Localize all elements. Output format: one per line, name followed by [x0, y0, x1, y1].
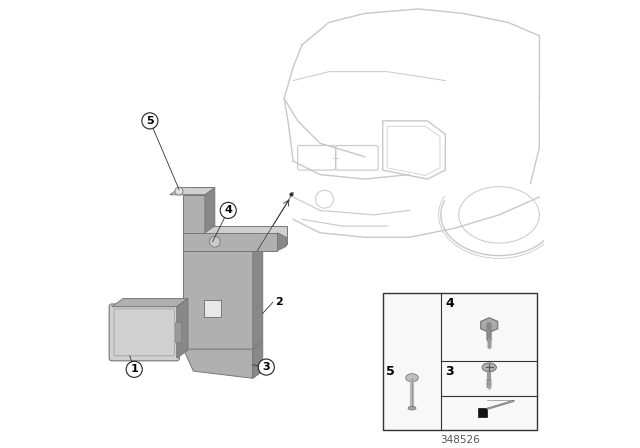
Text: 4: 4 [445, 297, 454, 310]
Ellipse shape [482, 363, 497, 372]
Polygon shape [112, 298, 188, 306]
Circle shape [126, 361, 142, 377]
Polygon shape [184, 233, 278, 251]
Polygon shape [170, 188, 215, 195]
Polygon shape [184, 251, 253, 349]
FancyBboxPatch shape [478, 408, 487, 417]
Text: 348526: 348526 [440, 435, 480, 445]
Polygon shape [487, 400, 514, 409]
Polygon shape [193, 226, 287, 244]
FancyBboxPatch shape [204, 300, 221, 317]
Circle shape [142, 113, 158, 129]
Text: 3: 3 [445, 365, 454, 378]
Ellipse shape [406, 374, 419, 382]
Polygon shape [177, 298, 188, 358]
FancyBboxPatch shape [175, 322, 180, 342]
Polygon shape [184, 349, 253, 378]
Polygon shape [253, 244, 262, 349]
Circle shape [258, 359, 275, 375]
Polygon shape [184, 244, 262, 251]
Polygon shape [253, 342, 262, 378]
Polygon shape [184, 188, 215, 195]
FancyBboxPatch shape [383, 293, 537, 430]
Text: 2: 2 [275, 297, 283, 307]
Text: 5: 5 [146, 116, 154, 126]
Polygon shape [278, 233, 287, 251]
Polygon shape [481, 318, 498, 332]
Text: 4: 4 [224, 205, 232, 215]
Text: 1: 1 [131, 364, 138, 375]
Text: 3: 3 [262, 362, 270, 372]
Ellipse shape [408, 406, 416, 410]
Circle shape [175, 187, 183, 195]
Circle shape [220, 202, 236, 219]
Text: 5: 5 [387, 365, 395, 378]
Polygon shape [205, 188, 215, 233]
Circle shape [209, 237, 220, 247]
FancyBboxPatch shape [109, 304, 179, 361]
Polygon shape [184, 195, 205, 233]
